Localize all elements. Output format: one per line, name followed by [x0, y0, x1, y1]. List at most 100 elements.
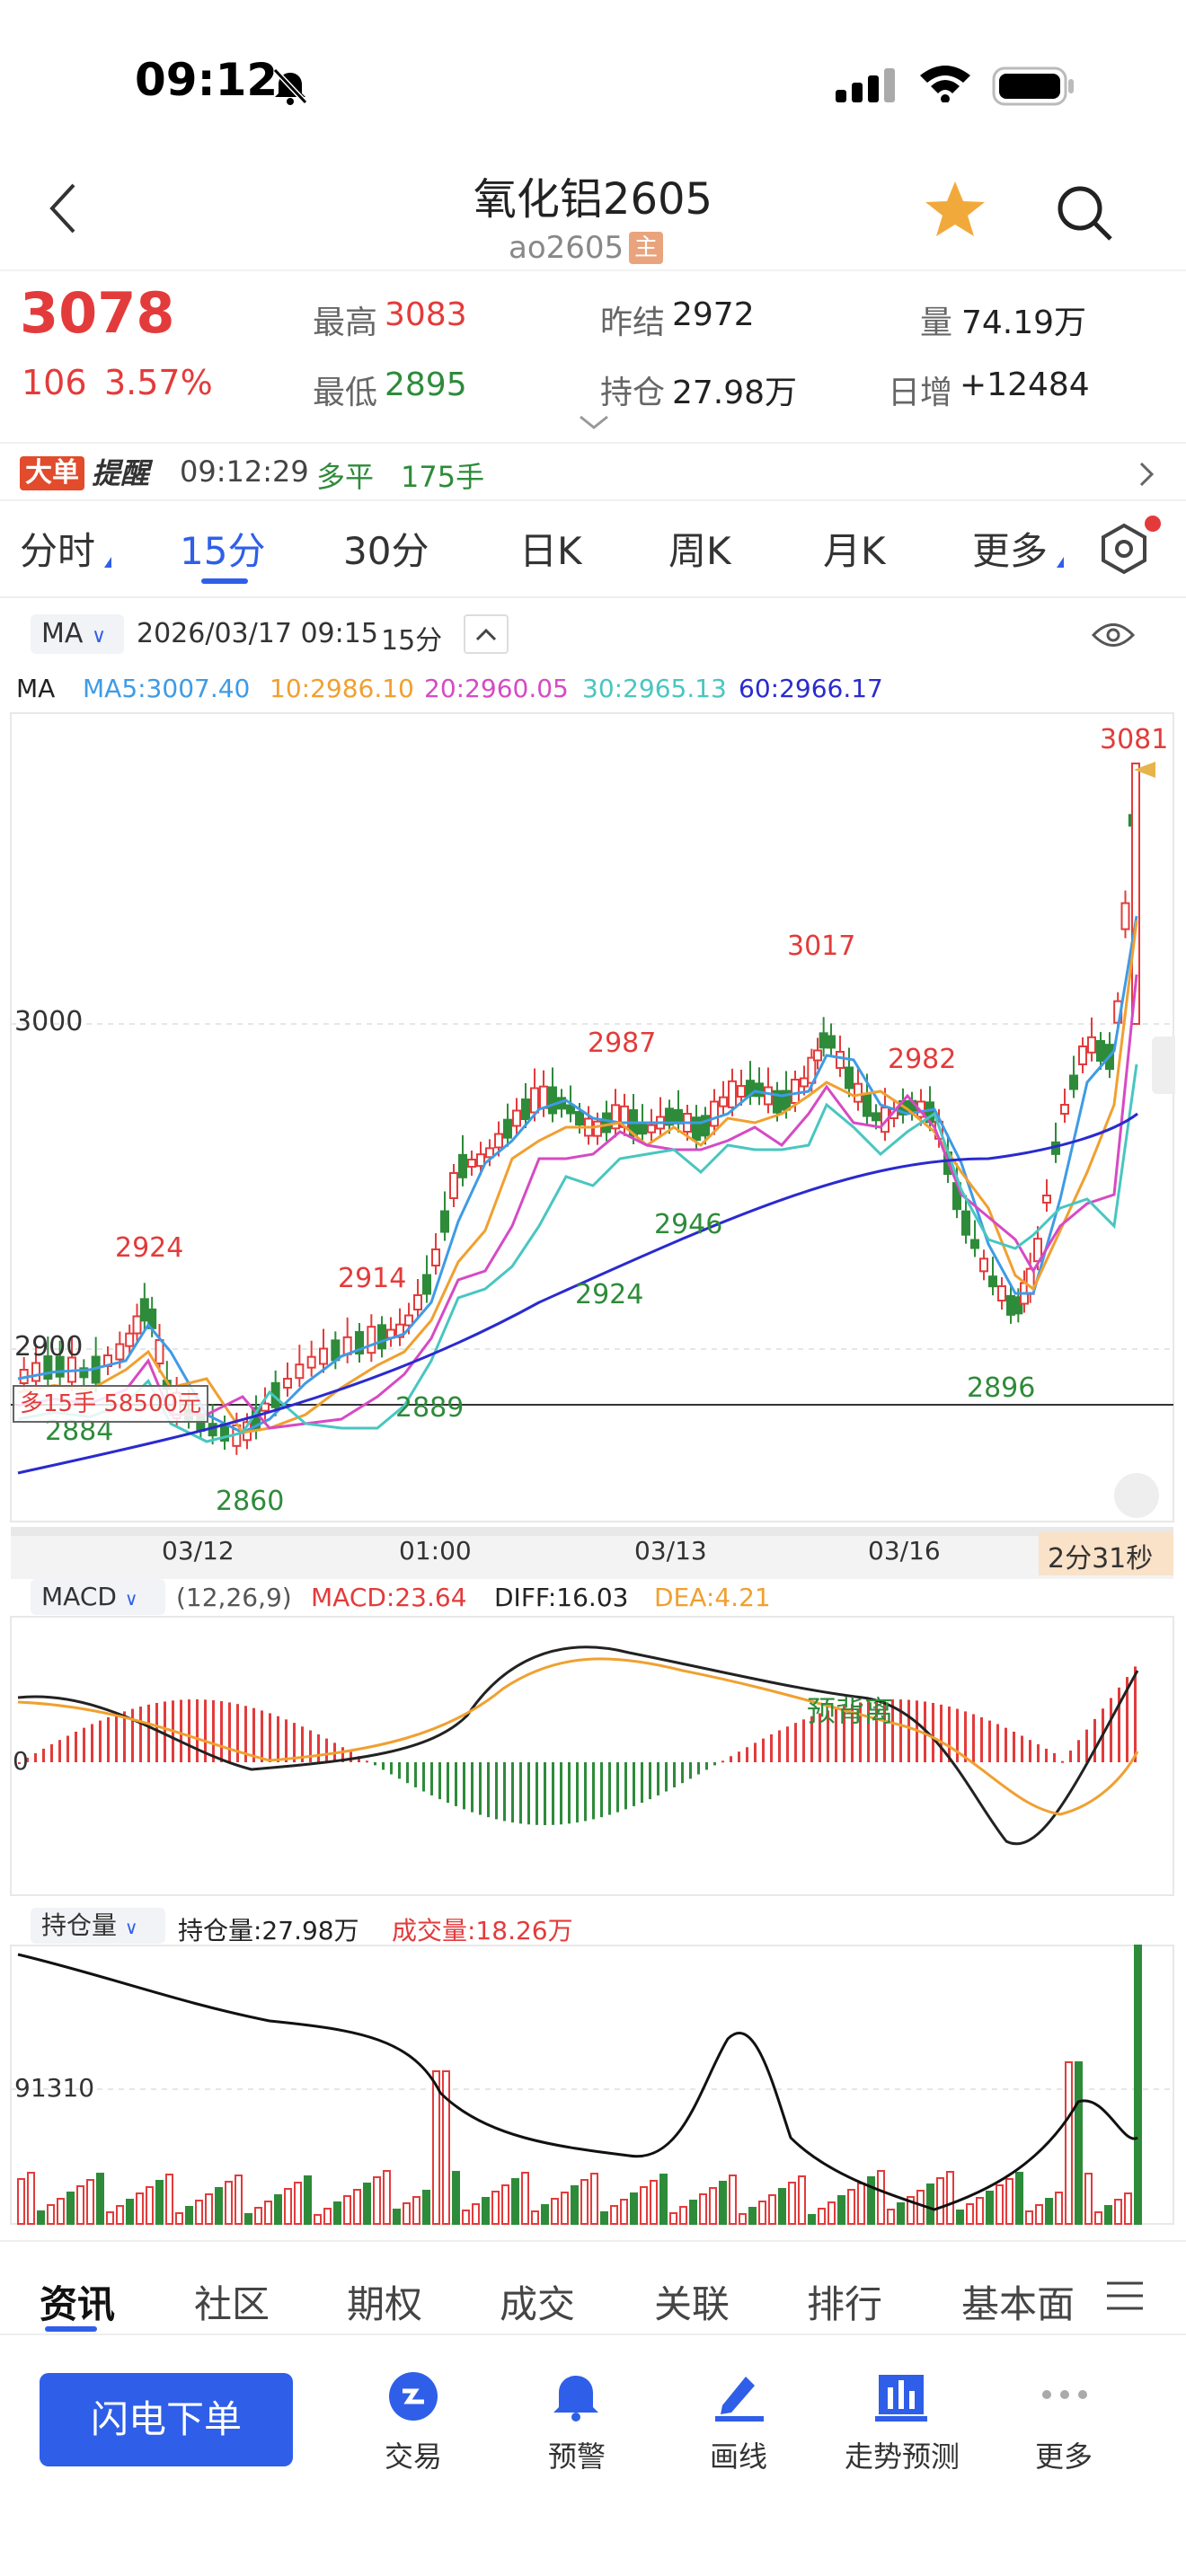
ma-legend-title: MA — [16, 674, 56, 703]
tab-weekly[interactable]: 周K — [668, 529, 731, 573]
expand-chevron-icon[interactable] — [579, 415, 609, 431]
flash-order-button[interactable]: 闪电下单 — [40, 2373, 293, 2466]
macd-zero-label: 0 — [13, 1746, 29, 1776]
tab-options[interactable]: 期权 — [347, 2282, 423, 2326]
macd-indicator-name: MACD — [41, 1582, 117, 1611]
instrument-title: 氧化铝2605 — [473, 174, 713, 225]
macd-value: MACD:23.64 — [311, 1583, 467, 1612]
trade-icon[interactable] — [388, 2371, 438, 2422]
tab-news[interactable]: 资讯 — [40, 2282, 116, 2326]
oi-tick-label: 91310 — [14, 2073, 95, 2103]
search-icon[interactable] — [1055, 183, 1114, 243]
price-change-pct: 3.57% — [104, 363, 213, 402]
turnover-volume-value: 成交量:18.26万 — [392, 1916, 573, 1945]
tab-monthly[interactable]: 月K — [823, 529, 886, 573]
tab-ranking[interactable]: 排行 — [807, 2282, 883, 2326]
low-annotation: 2860 — [216, 1486, 285, 1517]
indicator-selector[interactable]: MA ∨ — [31, 614, 124, 654]
draw-line-icon[interactable] — [713, 2371, 766, 2422]
info-tab-bar — [0, 2240, 1186, 2335]
macd-params: (12,26,9) — [176, 1583, 292, 1612]
indicator-name: MA — [41, 618, 84, 649]
status-time: 09:12 — [135, 54, 279, 106]
chart-datetime: 2026/03/17 09:15 — [137, 618, 378, 649]
ma20-value: 20:2960.05 — [424, 674, 569, 703]
volume-value: 74.19万 — [961, 304, 1087, 341]
price-change: 106 — [22, 363, 87, 402]
tab-fundamentals[interactable]: 基本面 — [961, 2282, 1075, 2326]
high-annotation: 2914 — [338, 1263, 407, 1294]
big-order-alert-bar[interactable] — [0, 442, 1186, 501]
position-marker[interactable]: 多15手 58500元 — [13, 1385, 209, 1423]
instrument-code: ao2605 — [509, 230, 624, 266]
volume-label: 量 — [920, 304, 953, 341]
side-handle[interactable] — [1152, 1037, 1175, 1094]
back-chevron-icon[interactable] — [47, 180, 79, 237]
daily-increase-value: +12484 — [960, 366, 1090, 403]
oi-value: 持仓量:27.98万 — [178, 1916, 359, 1945]
tab-intraday[interactable]: 分时 — [20, 529, 96, 573]
tab-30min[interactable]: 30分 — [343, 529, 429, 573]
high-annotation: 2924 — [115, 1232, 184, 1264]
fullscreen-button[interactable] — [1114, 1473, 1159, 1518]
chevron-down-icon: ∨ — [124, 1917, 138, 1938]
ma30-value: 30:2965.13 — [582, 674, 727, 703]
open-interest-label: 持仓 — [600, 375, 666, 411]
last-price: 3078 — [20, 280, 175, 346]
alert-quantity: 175手 — [401, 460, 485, 494]
y-tick-2900: 2900 — [14, 1331, 84, 1363]
tab-community[interactable]: 社区 — [194, 2282, 270, 2326]
macd-selector[interactable]: MACD ∨ — [31, 1579, 165, 1615]
x-tick: 01:00 — [399, 1536, 472, 1566]
open-interest-value: 27.98万 — [672, 375, 798, 411]
y-tick-3000: 3000 — [14, 1006, 84, 1037]
dropdown-triangle-icon — [104, 557, 111, 568]
dropdown-triangle-icon — [1057, 557, 1064, 568]
alert-tag: 大单 — [20, 456, 84, 490]
chevron-down-icon: ∨ — [124, 1588, 138, 1610]
x-tick: 03/13 — [634, 1536, 707, 1566]
trade-label[interactable]: 交易 — [384, 2439, 442, 2474]
alert-bell-icon[interactable] — [552, 2371, 600, 2422]
active-tab-indicator — [201, 578, 248, 584]
low-value: 2895 — [385, 366, 467, 403]
favorite-star-icon[interactable] — [924, 180, 987, 239]
active-tab-indicator — [45, 2326, 97, 2332]
tab-trades[interactable]: 成交 — [500, 2282, 576, 2326]
high-annotation: 2982 — [888, 1044, 957, 1075]
chevron-right-icon[interactable] — [1137, 460, 1155, 489]
settings-hexagon-icon[interactable] — [1100, 523, 1148, 575]
ma60-value: 60:2966.17 — [739, 674, 883, 703]
tab-daily[interactable]: 日K — [519, 529, 582, 573]
tab-more[interactable]: 更多 — [972, 529, 1049, 573]
collapse-button[interactable] — [464, 614, 509, 654]
alert-tag-title: 提醒 — [92, 456, 150, 490]
alert-label[interactable]: 预警 — [547, 2439, 606, 2474]
high-label: 最高 — [313, 304, 378, 341]
more-dots-icon[interactable] — [1040, 2386, 1089, 2404]
chart-area[interactable] — [0, 596, 1186, 2240]
bell-slash-icon — [272, 67, 308, 105]
low-annotation: 2889 — [395, 1392, 465, 1424]
oi-selector[interactable]: 持仓量 ∨ — [31, 1908, 165, 1944]
prev-settle-value: 2972 — [672, 296, 755, 333]
trend-forecast-label[interactable]: 走势预测 — [844, 2439, 960, 2474]
diff-value: DIFF:16.03 — [494, 1583, 629, 1612]
more-label[interactable]: 更多 — [1034, 2439, 1093, 2474]
high-annotation: 3081 — [1100, 724, 1169, 755]
tab-related[interactable]: 关联 — [654, 2282, 730, 2326]
menu-icon[interactable] — [1105, 2280, 1145, 2312]
ma10-value: 10:2986.10 — [270, 674, 414, 703]
high-annotation: 3017 — [787, 931, 856, 962]
x-tick: 03/16 — [868, 1536, 941, 1566]
chevron-up-icon — [475, 628, 497, 641]
chart-period: 15分 — [381, 625, 443, 657]
tab-15min[interactable]: 15分 — [180, 529, 266, 573]
trend-forecast-icon[interactable] — [875, 2371, 927, 2422]
low-annotation: 2896 — [967, 1372, 1036, 1404]
draw-line-label[interactable]: 画线 — [709, 2439, 767, 2474]
eye-icon[interactable] — [1091, 620, 1136, 650]
low-label: 最低 — [313, 375, 378, 411]
bar-countdown: 2分31秒 — [1048, 1543, 1154, 1575]
last-price-pointer-icon — [1134, 762, 1155, 778]
